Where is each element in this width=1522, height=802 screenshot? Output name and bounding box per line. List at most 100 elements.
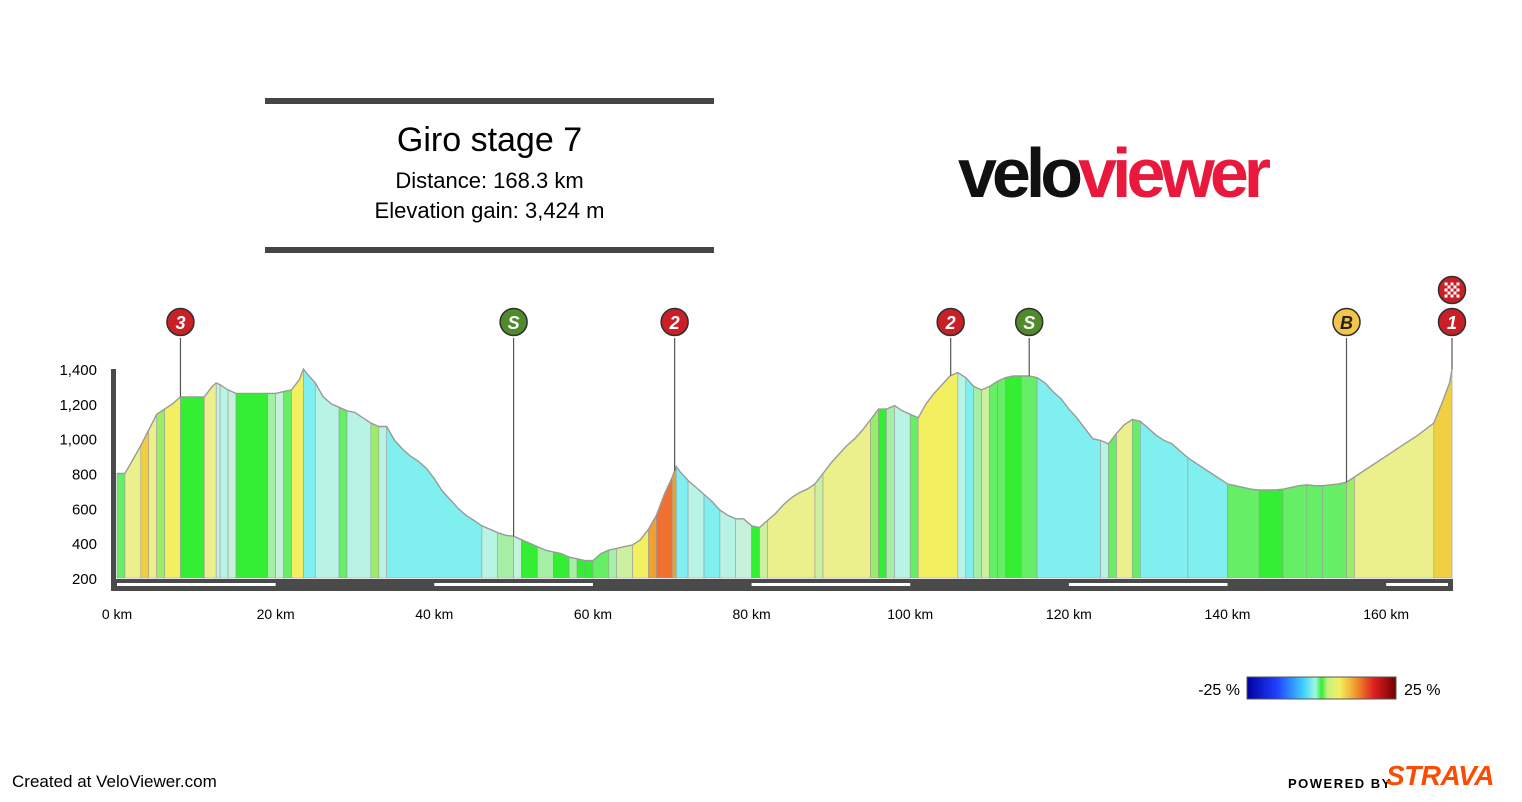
gradient-segment	[822, 418, 871, 579]
gradient-segment	[878, 408, 887, 579]
gradient-segment	[886, 405, 895, 579]
logo-viewer: viewer	[1078, 134, 1271, 212]
climb-category-icon[interactable]	[166, 307, 195, 337]
gradient-segment	[116, 473, 126, 579]
finish-flag-check	[1453, 291, 1457, 295]
gradient-segment	[870, 408, 879, 579]
gradient-segment	[1005, 375, 1022, 579]
gradient-segment	[1100, 439, 1109, 579]
title-block: Giro stage 7 Distance: 168.3 km Elevatio…	[265, 98, 714, 254]
gradient-segment	[1282, 484, 1308, 579]
gradient-segment	[204, 382, 217, 579]
x-tick-label: 20 km	[257, 606, 295, 622]
gradient-segment	[568, 556, 578, 579]
gradient-segment	[965, 376, 975, 579]
finish-flag-check	[1444, 288, 1448, 292]
gradient-segment	[632, 528, 649, 579]
gradient-segment	[759, 519, 768, 579]
gradient-segment	[997, 377, 1006, 579]
climb-category-icon[interactable]	[660, 307, 689, 337]
gradient-segment	[378, 426, 388, 579]
gradient-segment	[1258, 488, 1284, 579]
sprint-icon[interactable]	[499, 307, 528, 337]
marker-label: 2	[669, 313, 680, 333]
x-tick-label: 40 km	[415, 606, 453, 622]
gradient-segment	[481, 525, 499, 579]
gradient-segment	[981, 385, 990, 579]
finish-flag-check	[1456, 282, 1460, 286]
climb-category-icon[interactable]	[1437, 307, 1467, 337]
gradient-segment	[735, 518, 752, 579]
gradient-segment	[215, 382, 221, 579]
gradient-segment	[973, 385, 982, 579]
gradient-segment	[1227, 483, 1260, 579]
gradient-segment	[386, 425, 483, 579]
gradient-segment	[957, 371, 967, 579]
gradient-segment	[275, 391, 284, 579]
x-tick-label: 100 km	[887, 606, 933, 622]
gradient-segment	[1140, 420, 1189, 579]
gradient-segment	[497, 532, 514, 579]
strava-logo[interactable]: STRAVA	[1386, 760, 1494, 791]
gradient-segment	[584, 560, 594, 579]
gradient-segment	[314, 381, 340, 579]
x-tick-label: 80 km	[733, 606, 771, 622]
x-tick-label: 60 km	[574, 606, 612, 622]
gradient-segment	[180, 396, 205, 579]
created-at-credit[interactable]: Created at VeloViewer.com	[12, 772, 217, 791]
gradient-segment	[616, 544, 633, 579]
title-rule-top	[265, 98, 714, 104]
sprint-icon[interactable]	[1014, 307, 1044, 337]
stage-title: Giro stage 7	[396, 121, 583, 159]
gradient-segment	[370, 422, 380, 579]
x-axis-distance-marker	[1068, 583, 1228, 586]
veloviewer-logo[interactable]: veloviewer	[958, 138, 1271, 208]
gradient-segment	[140, 429, 149, 579]
y-tick-label: 600	[72, 501, 97, 518]
finish-flag-check	[1450, 282, 1454, 286]
y-axis-line	[111, 369, 116, 590]
y-tick-label: 1,000	[59, 432, 97, 449]
marker-label: 2	[945, 313, 956, 333]
y-tick-label: 400	[72, 536, 97, 553]
gradient-segment	[1322, 481, 1347, 579]
finish-flag-check	[1447, 285, 1451, 289]
powered-by-label: POWERED BY	[1288, 776, 1392, 791]
elevation-gain-text: Elevation gain: 3,424 m	[374, 198, 605, 223]
gradient-segment	[1116, 418, 1133, 579]
gradient-segment	[1346, 476, 1355, 579]
finish-flag-check	[1456, 288, 1460, 292]
gradient-segment	[235, 393, 269, 579]
gradient-segment	[338, 406, 348, 579]
marker-label: 1	[1447, 313, 1457, 333]
finish-flag-check	[1450, 294, 1454, 298]
gradient-segment	[148, 414, 157, 579]
finish-flag-check	[1447, 291, 1451, 295]
gradient-segment	[1108, 432, 1117, 579]
finish-flag-check	[1450, 288, 1454, 292]
marker-label: B	[1340, 313, 1353, 333]
finish-flag-check	[1453, 285, 1457, 289]
bonus-icon[interactable]	[1332, 307, 1361, 337]
x-tick-label: 120 km	[1046, 606, 1092, 622]
x-tick-label: 0 km	[102, 606, 132, 622]
gradient-segment	[1306, 484, 1323, 579]
gradient-segment	[156, 408, 165, 579]
finish-flag-check	[1444, 282, 1448, 286]
x-tick-label: 160 km	[1363, 606, 1409, 622]
x-axis-distance-marker	[117, 583, 276, 586]
gradient-segment	[219, 384, 229, 579]
logo-velo: velo	[958, 134, 1083, 212]
gradient-segment	[291, 368, 304, 579]
x-tick-label: 140 km	[1205, 606, 1251, 622]
gradient-legend-max-label: 25 %	[1404, 682, 1440, 699]
finish-flag-check	[1456, 294, 1460, 298]
gradient-segment	[1020, 375, 1038, 579]
gradient-segment	[608, 548, 618, 579]
gradient-segment	[687, 479, 705, 579]
gradient-segment	[671, 466, 677, 579]
gradient-segment	[1036, 377, 1101, 579]
distance-text: Distance: 168.3 km	[395, 168, 584, 193]
climb-category-icon[interactable]	[936, 307, 965, 337]
